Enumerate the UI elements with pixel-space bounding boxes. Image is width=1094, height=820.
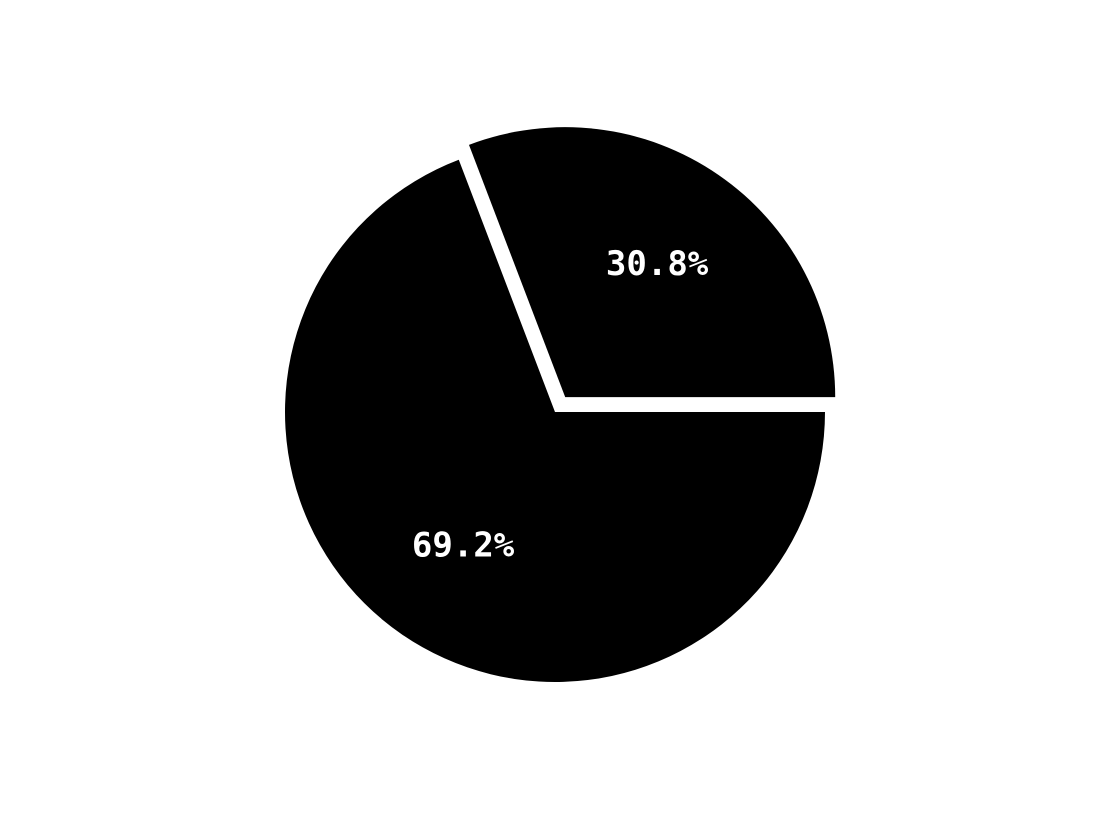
pie-slices	[285, 127, 836, 682]
pie-slice-label-0: 69.2%	[412, 525, 515, 565]
pie-slice-label-1: 30.8%	[606, 244, 709, 284]
pie-slice-0	[285, 159, 826, 682]
pie-slice-1	[468, 127, 836, 398]
pie-labels: 69.2% 30.8%	[412, 244, 709, 566]
